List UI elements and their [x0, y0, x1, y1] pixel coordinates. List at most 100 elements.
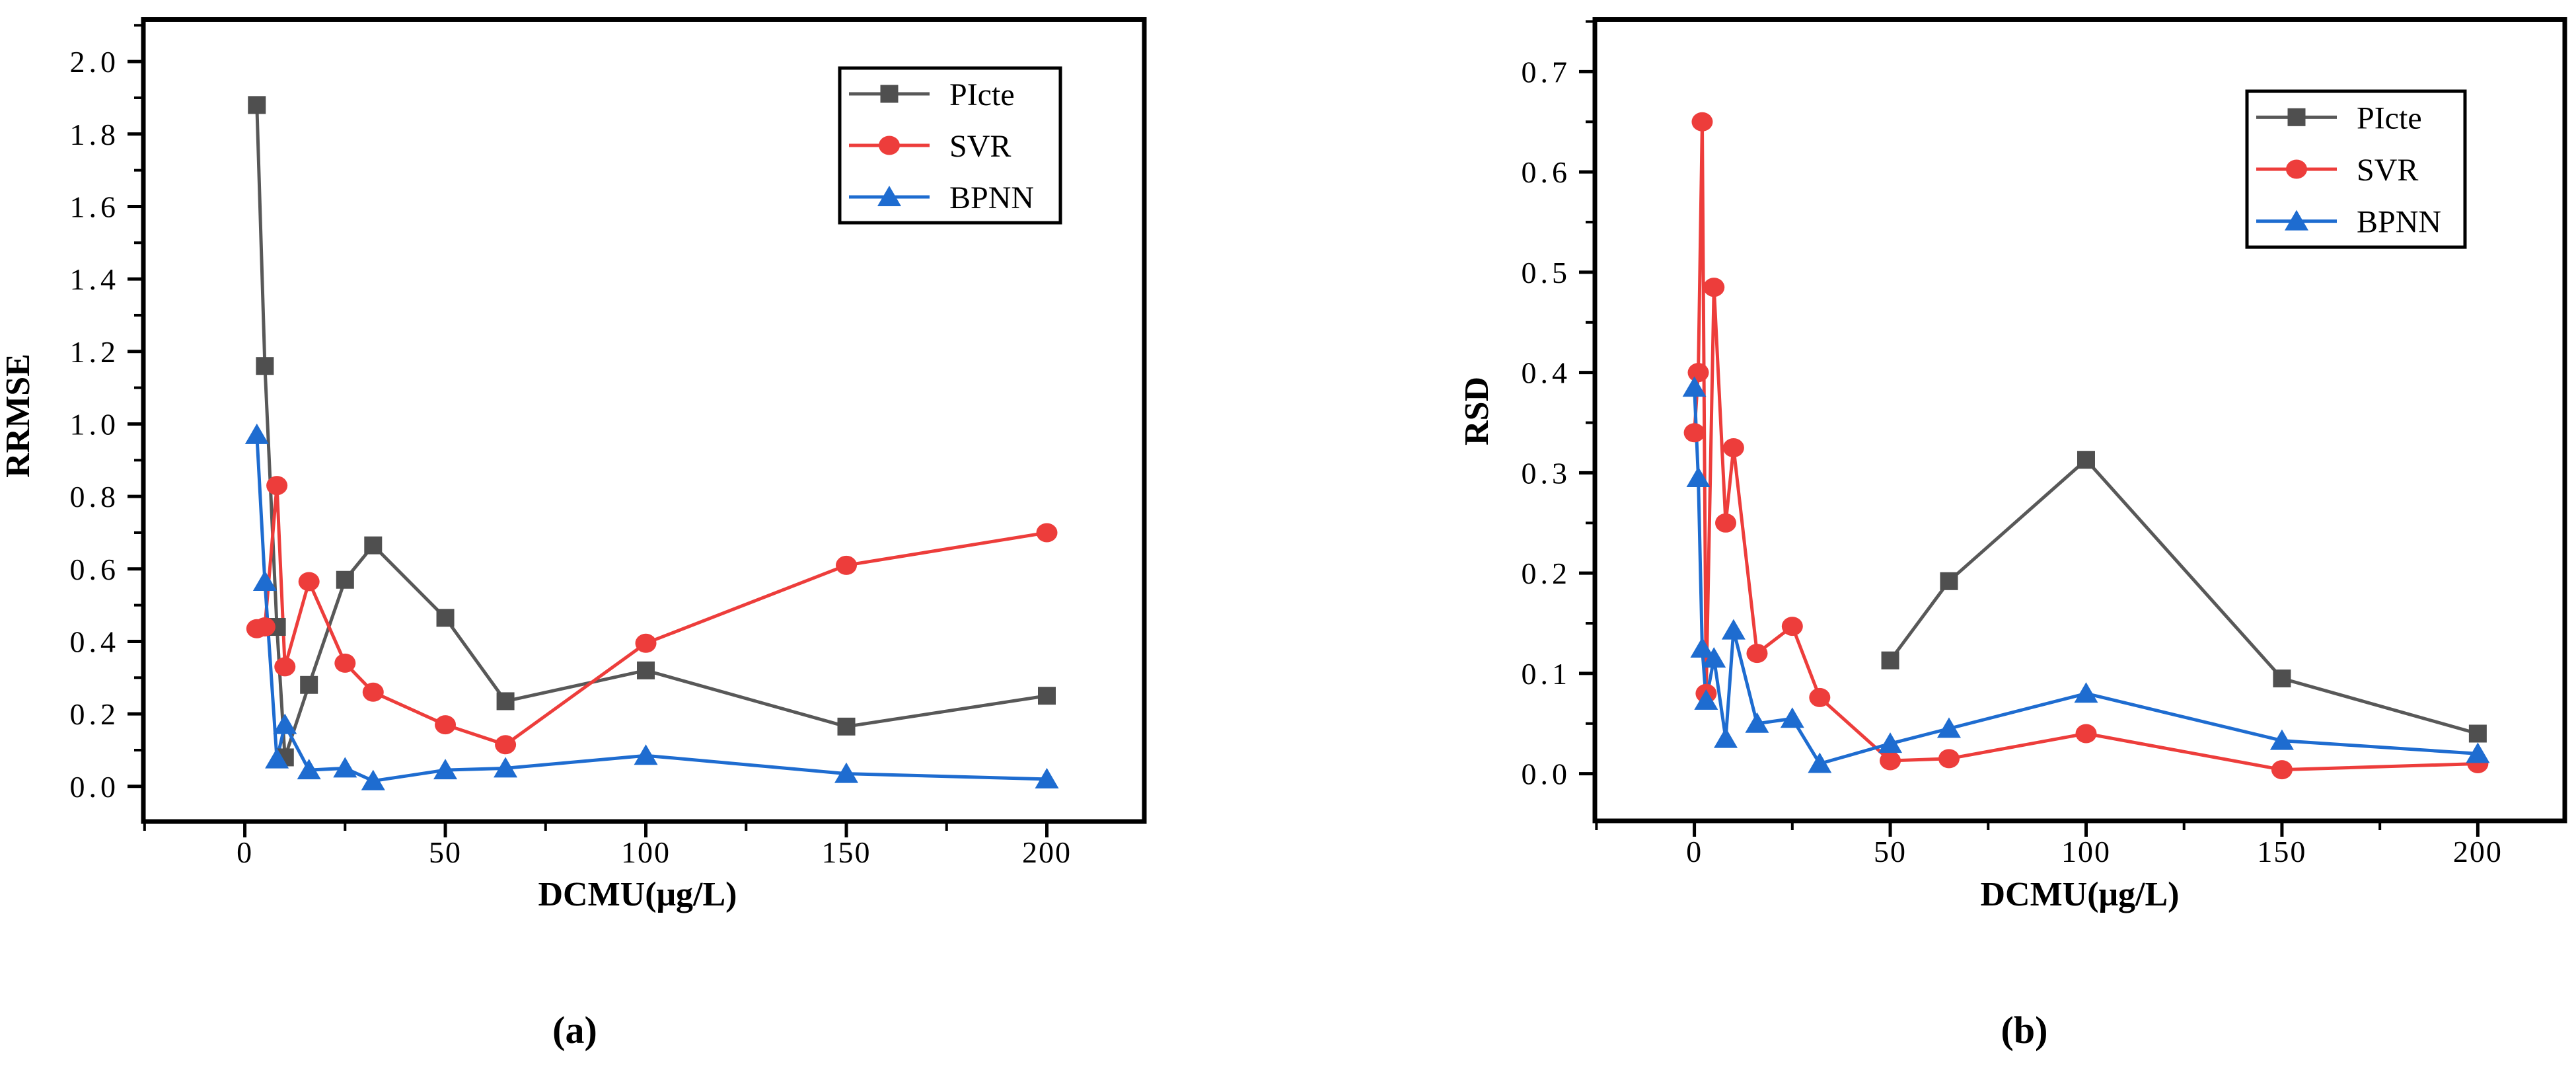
x-tick-label: 100	[2061, 835, 2111, 868]
series-bpnn-line	[1693, 387, 2478, 766]
y-axis-title-b: RSD	[1458, 377, 1496, 445]
series-svr-markers	[1683, 112, 2489, 780]
data-point	[273, 713, 297, 734]
data-point	[364, 536, 383, 555]
series-bpnn-markers	[244, 423, 1059, 790]
y-tick-label: 0.2	[70, 697, 120, 731]
data-point	[1714, 727, 1738, 748]
legend-label: PIcte	[2357, 100, 2422, 135]
data-point	[336, 570, 354, 589]
data-point	[1936, 717, 1961, 738]
y-axis: 0.0 0.2 0.4 0.6 0.8 1.0 1.2 1.4 1.6 1.8 2.0	[70, 24, 143, 804]
y-tick-label: 0.2	[1522, 556, 1572, 590]
legend-square-icon	[2287, 108, 2306, 126]
data-point	[495, 735, 517, 755]
data-point	[1940, 572, 1958, 590]
y-tick-label: 0.0	[70, 770, 120, 804]
x-tick-label: 0	[237, 835, 253, 869]
data-point	[1809, 687, 1831, 707]
legend-item-picte: PIcte	[849, 77, 1015, 112]
data-point	[1722, 438, 1744, 457]
y-tick-label: 0.7	[1522, 55, 1572, 89]
x-tick-label: 0	[1686, 835, 1703, 868]
panel-caption-a: (a)	[552, 1009, 597, 1052]
y-tick-label: 1.2	[70, 335, 120, 369]
data-point	[1686, 467, 1711, 488]
x-axis: 0 50 100 150 200	[143, 822, 1070, 869]
x-tick-label: 100	[621, 835, 671, 869]
data-point	[1703, 278, 1725, 297]
legend-item-bpnn: BPNN	[2256, 205, 2441, 240]
data-point	[1715, 513, 1737, 533]
data-point	[256, 357, 274, 375]
y-axis-title-a: RRMSE	[0, 354, 37, 478]
data-point	[1780, 707, 1804, 728]
data-point	[334, 653, 356, 673]
panel-caption-b: (b)	[2001, 1009, 2048, 1052]
data-point	[254, 617, 276, 637]
data-point	[2269, 729, 2294, 750]
data-point	[836, 555, 858, 575]
y-tick-label: 0.6	[1522, 155, 1572, 189]
data-point	[2273, 670, 2291, 688]
data-point	[266, 476, 288, 496]
series-picte-line	[255, 104, 1047, 758]
legend-triangle-icon	[2285, 210, 2308, 231]
chart-panel-a: 0 50 100 150 200 0.0 0.2 0.4 0.6 0.8 1.0 1.2 1.4 1.6 1…	[70, 17, 1147, 869]
y-tick-label: 1.0	[70, 407, 120, 441]
data-point	[2271, 760, 2293, 780]
legend-item-picte: PIcte	[2256, 100, 2422, 135]
data-point	[248, 96, 266, 114]
data-point	[1721, 619, 1746, 640]
data-point	[2075, 724, 2097, 744]
legend-label: PIcte	[949, 77, 1015, 112]
data-point	[837, 717, 856, 736]
data-point	[436, 609, 455, 627]
legend-box: PIcte SVR BPNN	[838, 66, 1062, 225]
legend-box: PIcte SVR BPNN	[2245, 89, 2467, 249]
data-point	[834, 762, 859, 783]
legend-item-svr: SVR	[2256, 153, 2418, 188]
data-point	[435, 715, 457, 735]
y-tick-label: 0.1	[1522, 657, 1572, 691]
plot-box	[1592, 17, 2567, 824]
series-svr-line	[256, 485, 1047, 747]
series-picte-line	[1889, 457, 2479, 736]
legend-item-svr: SVR	[849, 129, 1011, 164]
data-point	[1745, 712, 1769, 733]
legend-circle-icon	[2286, 159, 2307, 179]
data-point	[252, 570, 277, 591]
data-point	[637, 661, 655, 679]
data-point	[1702, 647, 1726, 668]
data-point	[494, 757, 518, 778]
data-point	[298, 572, 320, 592]
legend-triangle-icon	[877, 186, 901, 206]
data-point	[265, 748, 289, 769]
data-point	[2077, 451, 2095, 469]
series-svr-markers	[246, 476, 1058, 755]
x-axis-title-b: DCMU(μg/L)	[1981, 876, 2180, 913]
data-point	[1682, 376, 1707, 397]
y-tick-label: 0.0	[1522, 757, 1572, 791]
data-point	[2468, 724, 2487, 743]
data-point	[1938, 749, 1960, 769]
y-axis: 0.0 0.1 0.2 0.3 0.4 0.5 0.6 0.7	[1522, 20, 1595, 791]
data-point	[333, 757, 357, 778]
data-point	[1694, 689, 1718, 710]
x-axis: 0 50 100 150 200	[1595, 821, 2501, 868]
data-point	[635, 633, 657, 653]
data-point	[2074, 682, 2098, 703]
legend-label: SVR	[949, 129, 1011, 164]
y-tick-label: 0.8	[70, 480, 120, 514]
data-point	[1878, 732, 1903, 753]
chart-panel-b: 0 50 100 150 200 0.0 0.1 0.2 0.3 0.4 0.5 0.6 0.7 PIct…	[1522, 17, 2567, 868]
y-tick-label: 1.6	[70, 190, 120, 223]
x-tick-label: 150	[822, 835, 871, 869]
data-point	[361, 769, 385, 790]
y-tick-label: 1.4	[70, 262, 120, 296]
series-bpnn-line	[255, 434, 1047, 783]
legend-label: SVR	[2357, 153, 2418, 188]
data-point	[300, 675, 318, 694]
data-point	[2466, 742, 2490, 763]
data-point	[1038, 687, 1056, 705]
